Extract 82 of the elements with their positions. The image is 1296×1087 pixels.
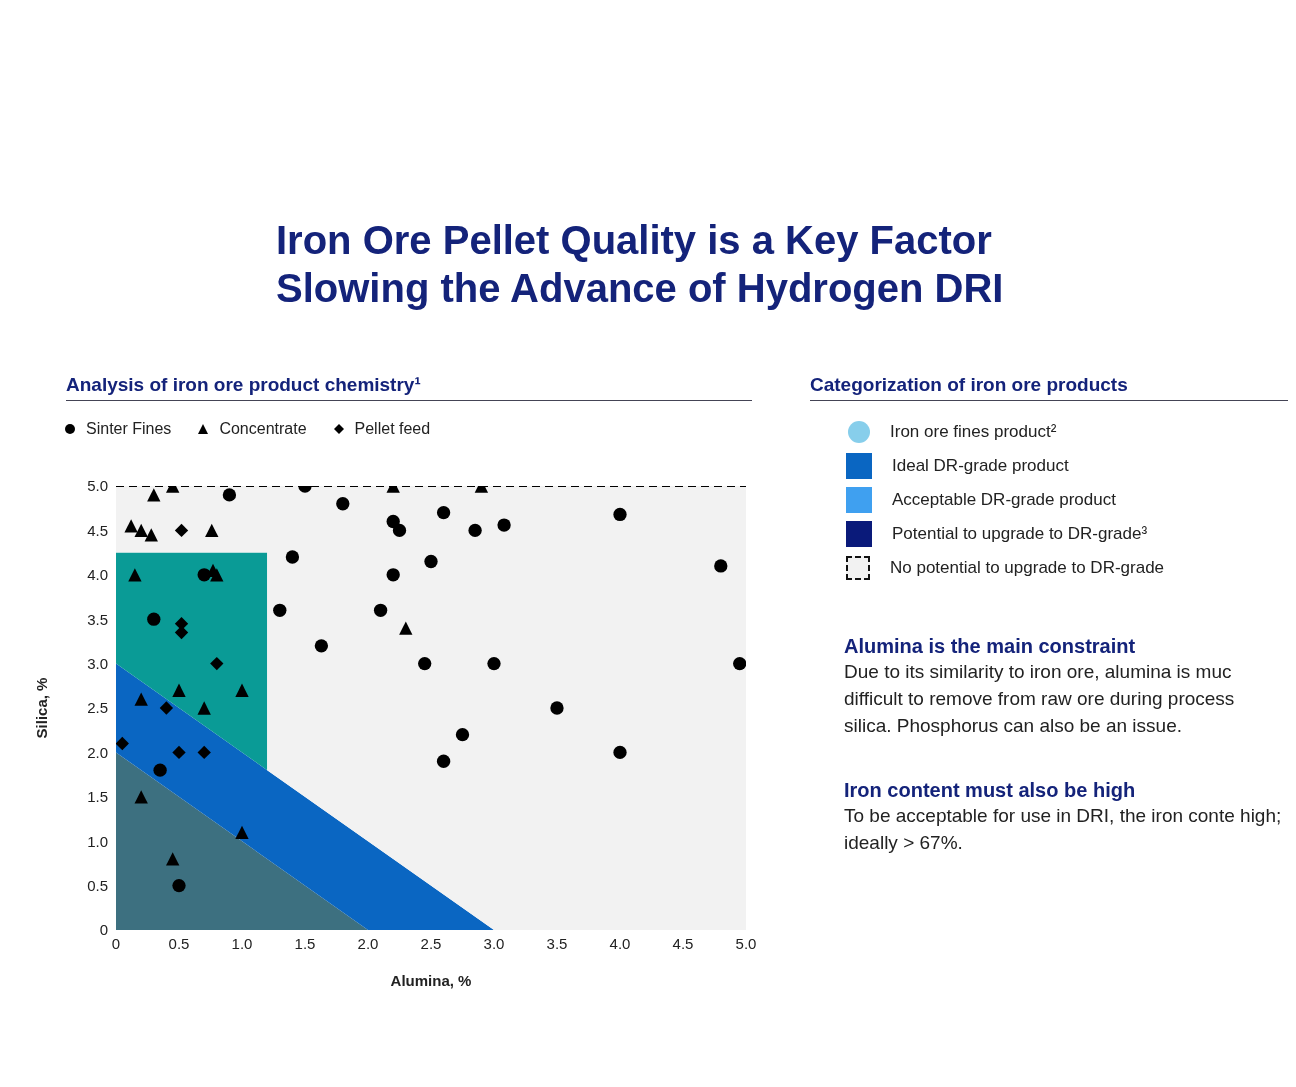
x-tick-label: 5.0 bbox=[735, 934, 757, 952]
point bbox=[147, 488, 161, 502]
y-axis-title: Silica, % bbox=[33, 677, 51, 739]
point bbox=[172, 683, 186, 697]
text: Categorization of iron ore products bbox=[810, 374, 1288, 401]
point bbox=[285, 550, 300, 564]
y-tick-label: 3.5 bbox=[87, 610, 108, 628]
point bbox=[197, 701, 211, 715]
y-tick-label: 0 bbox=[99, 921, 108, 939]
point bbox=[235, 683, 249, 697]
point bbox=[733, 656, 746, 671]
point bbox=[550, 701, 564, 715]
text: Due to its similarity to iron ore, alumina is muc difficult to remove from raw ore during process silica. Phosphorus can also be an issue. bbox=[844, 660, 1236, 738]
text: To be acceptable for use in DRI, the iron conte high; ideally > 67%. bbox=[844, 804, 1283, 855]
point bbox=[172, 745, 186, 760]
category-label: No potential to upgrade to DR-grade bbox=[890, 558, 1165, 578]
chart-subtitle: Analysis of iron ore product chemistry¹ bbox=[66, 374, 752, 401]
point bbox=[134, 523, 148, 538]
point bbox=[436, 754, 451, 768]
point bbox=[336, 497, 350, 511]
point bbox=[134, 692, 148, 706]
point bbox=[124, 519, 138, 533]
legend-label: Concentrate bbox=[219, 420, 307, 438]
point bbox=[159, 701, 174, 715]
x-tick-label: 0 bbox=[111, 934, 121, 952]
text: Alumina is the main constraint bbox=[844, 635, 1137, 658]
point bbox=[392, 523, 407, 538]
point bbox=[373, 603, 388, 617]
category-label: Acceptable DR-grade product bbox=[892, 490, 1116, 510]
point bbox=[273, 603, 287, 617]
point bbox=[172, 878, 186, 893]
point bbox=[418, 656, 432, 671]
y-tick-label: 5.0 bbox=[87, 477, 108, 495]
point bbox=[468, 523, 482, 538]
legend-label: Pellet feed bbox=[354, 420, 431, 438]
x-tick-label: 1.0 bbox=[231, 934, 253, 952]
y-tick-label: 3.0 bbox=[87, 654, 108, 672]
point bbox=[174, 523, 189, 538]
point bbox=[714, 559, 728, 573]
y-tick-label: 0.5 bbox=[87, 876, 108, 894]
chart-title: Iron Ore Pellet Quality is a Key Factor Slowing the Advance of Hydrogen DRI bbox=[276, 217, 1005, 312]
x-tick-label: 4.0 bbox=[609, 934, 631, 952]
x-tick-label: 0.5 bbox=[168, 934, 190, 952]
point bbox=[497, 518, 511, 532]
y-tick-label: 1.5 bbox=[87, 788, 108, 806]
category-label: Iron ore fines product² bbox=[890, 422, 1057, 442]
legend-label: Sinter Fines bbox=[86, 420, 172, 438]
point bbox=[235, 825, 249, 839]
point bbox=[210, 656, 224, 671]
x-tick-label: 2.0 bbox=[357, 934, 379, 952]
point bbox=[424, 554, 438, 569]
point bbox=[386, 568, 400, 582]
point bbox=[116, 736, 129, 751]
y-tick-label: 2.5 bbox=[87, 699, 108, 717]
x-tick-label: 2.5 bbox=[420, 934, 442, 952]
point bbox=[487, 656, 501, 671]
category-label: Potential to upgrade to DR-grade³ bbox=[892, 524, 1148, 544]
point bbox=[144, 528, 158, 542]
text: Iron content must also be high bbox=[844, 779, 1137, 802]
y-tick-label: 4.5 bbox=[87, 521, 108, 539]
x-tick-label: 4.5 bbox=[672, 934, 694, 952]
point bbox=[613, 507, 627, 522]
point bbox=[197, 745, 211, 760]
y-tick-label: 2.0 bbox=[87, 743, 108, 761]
x-tick-label: 3.0 bbox=[483, 934, 505, 952]
point bbox=[128, 568, 142, 582]
category-label: Ideal DR-grade product bbox=[892, 456, 1069, 476]
point bbox=[166, 852, 180, 866]
point bbox=[455, 727, 470, 742]
y-tick-label: 4.0 bbox=[87, 566, 108, 584]
y-tick-label: 1.0 bbox=[87, 832, 108, 850]
point bbox=[153, 763, 167, 777]
point bbox=[613, 745, 627, 760]
point bbox=[314, 639, 329, 653]
point bbox=[205, 523, 219, 538]
point bbox=[222, 488, 237, 502]
point bbox=[147, 612, 161, 626]
point bbox=[436, 505, 451, 520]
x-tick-label: 3.5 bbox=[546, 934, 568, 952]
x-axis-title: Alumina, % bbox=[390, 972, 472, 989]
point bbox=[399, 621, 413, 635]
x-tick-label: 1.5 bbox=[294, 934, 316, 952]
